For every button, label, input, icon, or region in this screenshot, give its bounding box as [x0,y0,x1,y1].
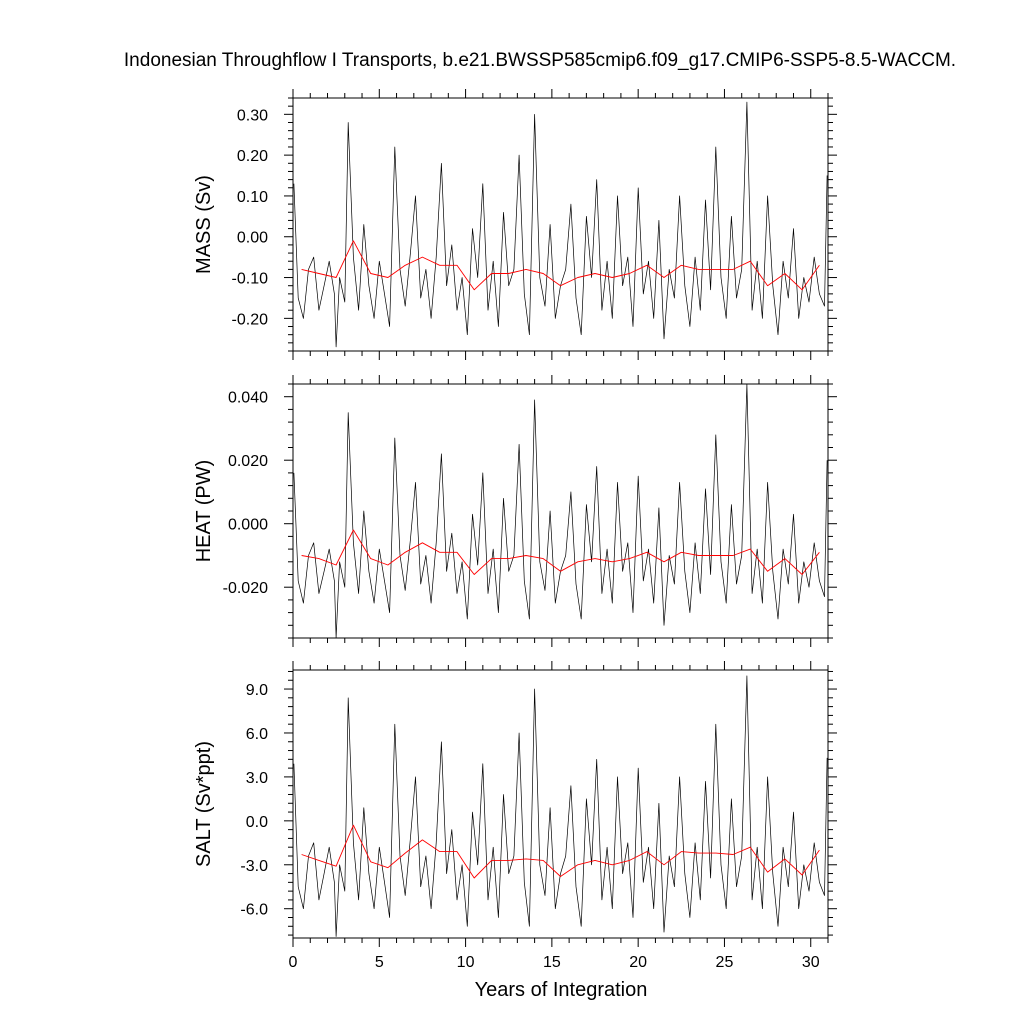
heat-y-tick-label: -0.020 [223,580,268,597]
mass-y-tick-label: 0.00 [237,230,268,247]
heat-y-tick-label: 0.020 [228,453,268,470]
mass-y-axis-label: MASS (Sv) [193,175,215,274]
salt-x-tick-label: 30 [802,954,820,971]
salt-y-tick-label: 0.0 [246,814,268,831]
salt-y-tick-label: -3.0 [240,858,268,875]
salt-y-axis-label: SALT (Sv*ppt) [193,741,215,867]
salt-y-tick-label: 3.0 [246,770,268,787]
mass-plot-frame [292,97,829,352]
chart-title: Indonesian Throughflow I Transports, b.e… [124,50,956,71]
salt-y-tick-label: 9.0 [246,682,268,699]
x-axis-label: Years of Integration [475,979,648,1001]
heat-annual-series-line [301,529,820,575]
heat-y-tick-label: 0.000 [228,517,268,534]
mass-monthly-series-line [293,101,828,348]
salt-x-tick-label: 15 [543,954,561,971]
salt-monthly-series-line [293,675,828,937]
salt-x-tick-label: 0 [289,954,298,971]
mass-panel: -0.20 -0.10 0.00 0.10 0.20 0.30 MASS (Sv) [193,89,837,360]
mass-y-tick-label: -0.10 [232,271,269,288]
salt-plot-frame [292,669,829,939]
heat-y-tick-label: 0.040 [228,390,268,407]
mass-y-tick-label: 0.10 [237,189,268,206]
salt-y-tick-label: 6.0 [246,726,268,743]
heat-panel: -0.020 0.000 0.020 0.040 HEAT (PW) [193,375,837,647]
mass-y-tick-label: -0.20 [232,311,269,328]
salt-panel: 0 5 10 15 20 25 30 -6.0 -3.0 0.0 3.0 6.0 9.0 SALT (Sv… [193,661,837,971]
salt-x-tick-label: 10 [457,954,475,971]
mass-y-tick-label: 0.30 [237,107,268,124]
salt-annual-series-line [301,824,820,879]
salt-x-tick-label: 25 [716,954,734,971]
heat-y-axis-label: HEAT (PW) [193,460,215,563]
heat-monthly-series-line [293,383,828,639]
salt-y-tick-label: -6.0 [240,902,268,919]
salt-x-tick-label: 5 [375,954,384,971]
mass-annual-series-line [301,240,820,291]
salt-x-tick-label: 20 [629,954,647,971]
mass-y-tick-label: 0.20 [237,148,268,165]
